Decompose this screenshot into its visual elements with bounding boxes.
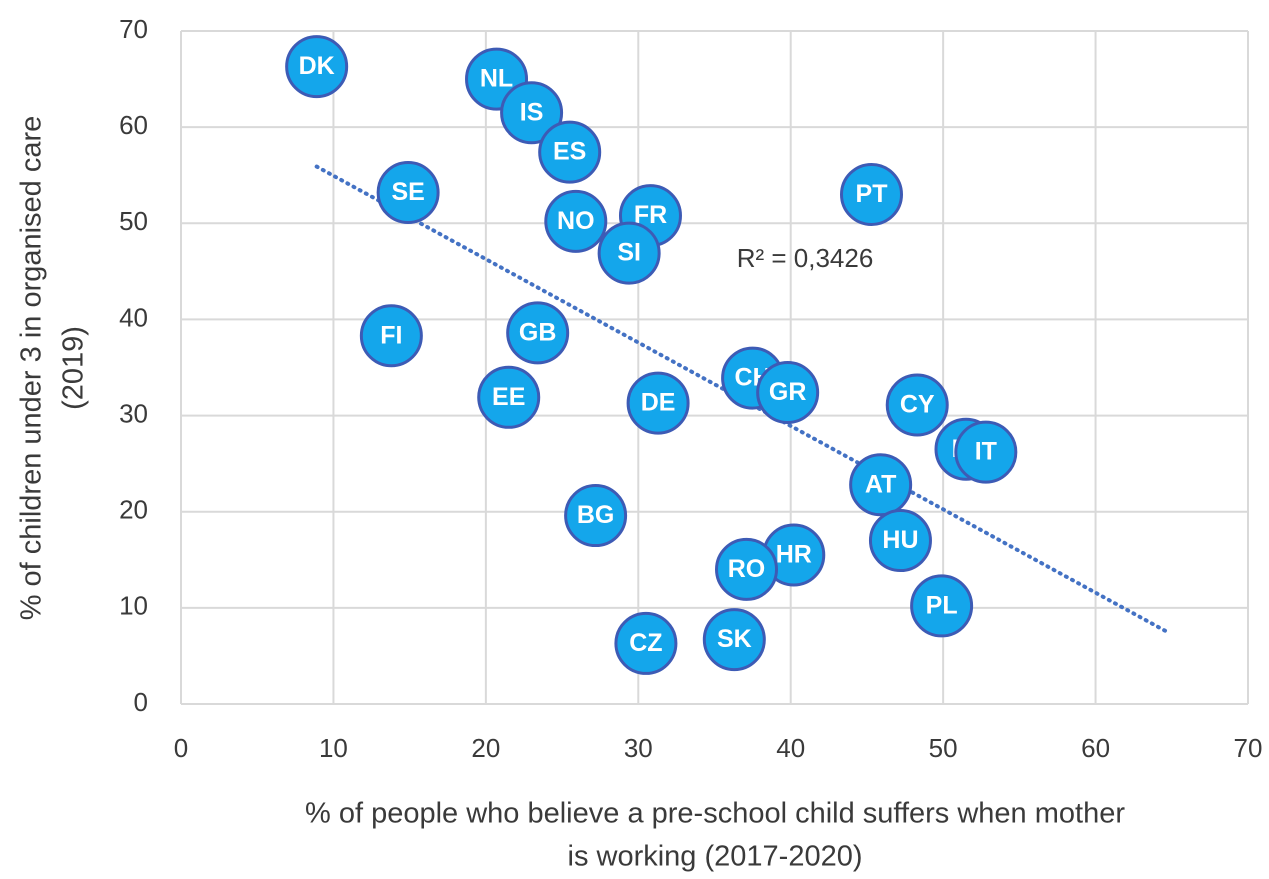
y-tick-label: 60 bbox=[119, 110, 148, 140]
point bbox=[597, 221, 661, 285]
x-tick-label: 70 bbox=[1234, 733, 1263, 763]
point-label: SI bbox=[617, 239, 641, 267]
point-label: EE bbox=[492, 383, 525, 411]
point bbox=[538, 120, 602, 184]
point bbox=[626, 371, 690, 435]
x-axis-label: % of people who believe a pre-school chi… bbox=[305, 798, 1125, 830]
x-tick-label: 0 bbox=[174, 733, 188, 763]
y-tick-label: 70 bbox=[119, 14, 148, 44]
point bbox=[702, 608, 766, 672]
point bbox=[868, 509, 932, 573]
point bbox=[885, 373, 949, 437]
point bbox=[715, 537, 779, 601]
point bbox=[756, 360, 820, 424]
point bbox=[614, 611, 678, 675]
x-tick-label: 40 bbox=[776, 733, 805, 763]
y-tick-label: 40 bbox=[119, 302, 148, 332]
x-tick-label: 10 bbox=[319, 733, 348, 763]
point bbox=[840, 162, 904, 226]
y-axis-label: (2019) bbox=[58, 326, 90, 410]
point bbox=[500, 81, 564, 145]
y-tick-label: 20 bbox=[119, 495, 148, 525]
point-label: DE bbox=[641, 389, 676, 417]
point-label: AT bbox=[865, 470, 896, 498]
y-tick-label: 10 bbox=[119, 591, 148, 621]
point-label: CY bbox=[900, 391, 935, 419]
point-label: ES bbox=[553, 138, 586, 166]
point bbox=[376, 161, 440, 225]
point bbox=[544, 189, 608, 253]
point bbox=[359, 304, 423, 368]
point-label: GR bbox=[769, 378, 807, 406]
point-label: SE bbox=[391, 178, 424, 206]
point bbox=[910, 574, 974, 638]
annotation: R² = 0,3426 bbox=[737, 243, 874, 273]
point bbox=[506, 301, 570, 365]
point-label: PT bbox=[856, 180, 888, 208]
point-label: NO bbox=[557, 207, 595, 235]
point-label: HR bbox=[776, 541, 812, 569]
point-label: FI bbox=[380, 321, 402, 349]
point-label: NL bbox=[480, 65, 513, 93]
x-tick-label: 60 bbox=[1081, 733, 1110, 763]
y-tick-label: 30 bbox=[119, 398, 148, 428]
point bbox=[477, 365, 541, 429]
point-label: IS bbox=[520, 98, 544, 126]
point-label: SK bbox=[717, 625, 752, 653]
y-axis-label: % of children under 3 in organised care bbox=[16, 116, 48, 621]
point bbox=[849, 453, 913, 517]
x-tick-label: 30 bbox=[624, 733, 653, 763]
point-label: CZ bbox=[629, 629, 662, 657]
x-axis-label: is working (2017-2020) bbox=[568, 841, 863, 873]
point-label: BG bbox=[577, 501, 615, 529]
y-tick-label: 0 bbox=[134, 687, 148, 717]
point-label: PL bbox=[926, 592, 958, 620]
point-label: RO bbox=[728, 555, 766, 583]
x-tick-label: 20 bbox=[471, 733, 500, 763]
y-tick-label: 50 bbox=[119, 206, 148, 236]
point-label: GB bbox=[519, 318, 557, 346]
x-tick-label: 50 bbox=[929, 733, 958, 763]
point-label: DK bbox=[299, 52, 335, 80]
point bbox=[954, 420, 1018, 484]
point-label: HU bbox=[882, 526, 918, 554]
point-label: IT bbox=[975, 438, 997, 466]
point bbox=[285, 35, 349, 99]
point bbox=[564, 484, 628, 548]
